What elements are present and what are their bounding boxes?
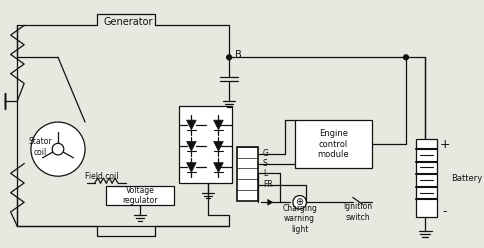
Text: Generator: Generator: [104, 17, 153, 27]
Text: Engine
control
module: Engine control module: [317, 129, 348, 159]
Text: L: L: [262, 169, 267, 178]
Polygon shape: [186, 120, 196, 130]
Polygon shape: [213, 120, 223, 130]
Circle shape: [52, 143, 64, 155]
Circle shape: [226, 55, 231, 60]
Text: -: -: [441, 205, 446, 218]
Polygon shape: [213, 141, 223, 151]
Text: Stator
coil: Stator coil: [29, 137, 52, 157]
Bar: [179, 106, 231, 183]
Circle shape: [31, 122, 85, 176]
Polygon shape: [267, 199, 272, 205]
Text: Battery: Battery: [451, 174, 482, 183]
Text: +: +: [439, 138, 449, 151]
Text: Charging
warning
light: Charging warning light: [282, 204, 317, 234]
Text: G: G: [262, 150, 268, 158]
Polygon shape: [213, 163, 223, 172]
Bar: [415, 139, 436, 217]
Text: Ignition
switch: Ignition switch: [342, 202, 371, 222]
Text: ⊕: ⊕: [295, 197, 303, 207]
Polygon shape: [186, 163, 196, 172]
Text: Voltage
regulator: Voltage regulator: [122, 186, 158, 205]
Text: B: B: [234, 50, 241, 60]
Polygon shape: [186, 141, 196, 151]
Bar: [236, 147, 257, 201]
Text: S: S: [262, 159, 267, 168]
Bar: [294, 120, 371, 168]
Circle shape: [403, 55, 408, 60]
Text: FR: FR: [262, 180, 272, 189]
Circle shape: [292, 195, 306, 209]
Bar: [106, 186, 174, 205]
Text: Field coil: Field coil: [85, 172, 118, 181]
